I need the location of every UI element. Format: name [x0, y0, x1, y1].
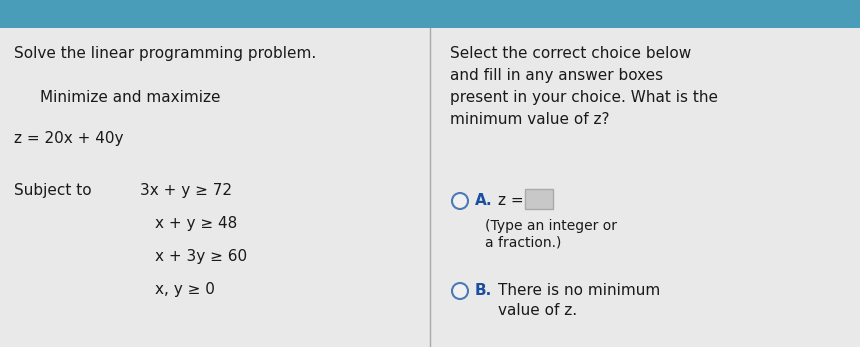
Text: B.: B.	[475, 283, 492, 298]
Text: There is no minimum: There is no minimum	[498, 283, 660, 298]
Text: x, y ≥ 0: x, y ≥ 0	[155, 282, 215, 297]
Text: minimum value of z?: minimum value of z?	[450, 112, 610, 127]
Text: x + 3y ≥ 60: x + 3y ≥ 60	[155, 249, 247, 264]
Text: present in your choice. What is the: present in your choice. What is the	[450, 90, 718, 105]
Text: Select the correct choice below: Select the correct choice below	[450, 46, 691, 61]
Text: value of z.: value of z.	[498, 303, 577, 318]
Circle shape	[452, 193, 468, 209]
Text: (Type an integer or: (Type an integer or	[485, 219, 617, 233]
Bar	[525, 189, 553, 209]
Text: Minimize and maximize: Minimize and maximize	[40, 90, 220, 105]
Text: x + y ≥ 48: x + y ≥ 48	[155, 216, 237, 231]
Text: A.: A.	[475, 193, 493, 208]
Circle shape	[452, 283, 468, 299]
Text: 3x + y ≥ 72: 3x + y ≥ 72	[140, 183, 232, 198]
Text: Solve the linear programming problem.: Solve the linear programming problem.	[14, 46, 316, 61]
Text: a fraction.): a fraction.)	[485, 236, 562, 250]
Text: and fill in any answer boxes: and fill in any answer boxes	[450, 68, 663, 83]
Text: z =: z =	[498, 193, 524, 208]
Text: z = 20x + 40y: z = 20x + 40y	[14, 131, 124, 146]
Text: Subject to: Subject to	[14, 183, 92, 198]
Bar	[0, 0, 860, 28]
